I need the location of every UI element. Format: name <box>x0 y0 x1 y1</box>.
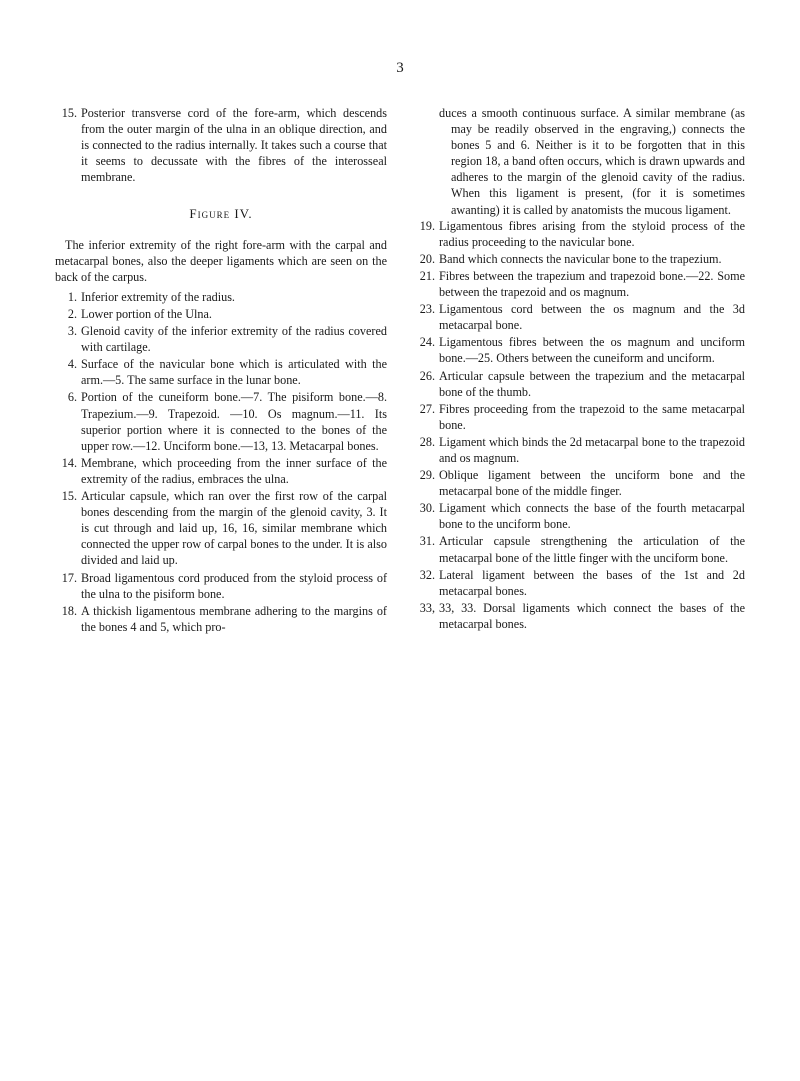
page-number: 3 <box>55 60 745 77</box>
list-item: 20. Band which connects the navicular bo… <box>413 251 745 267</box>
list-item: 2. Lower portion of the Ulna. <box>55 306 387 322</box>
list-item: 32. Lateral ligament between the bases o… <box>413 567 745 599</box>
item-number: 26. <box>413 368 439 400</box>
item-text: Portion of the cuneiform bone.—7. The pi… <box>81 389 387 453</box>
item-text: Broad ligamentous cord produced from the… <box>81 570 387 602</box>
item-number: 15. <box>55 488 81 568</box>
item-text: Band which connects the navicular bone t… <box>439 251 745 267</box>
figure-label: Figure IV. <box>189 206 252 221</box>
item-text: Surface of the navicular bone which is a… <box>81 356 387 388</box>
item-number: 21. <box>413 268 439 300</box>
item-text: Posterior transverse cord of the fore-ar… <box>81 105 387 185</box>
item-number: 4. <box>55 356 81 388</box>
list-item: 18. A thickish ligamentous membrane adhe… <box>55 603 387 635</box>
list-item: 26. Articular capsule between the trapez… <box>413 368 745 400</box>
item-text: Articular capsule, which ran over the fi… <box>81 488 387 568</box>
item-text: Articular capsule between the trapezium … <box>439 368 745 400</box>
list-item: 19. Ligamentous fibres arising from the … <box>413 218 745 250</box>
item-number: 15. <box>55 105 81 185</box>
item-number: 23. <box>413 301 439 333</box>
list-item: 3. Glenoid cavity of the inferior extrem… <box>55 323 387 355</box>
page-container: 3 15. Posterior transverse cord of the f… <box>0 0 800 676</box>
list-item: 6. Portion of the cuneiform bone.—7. The… <box>55 389 387 453</box>
intro-paragraph: The inferior extremity of the right fore… <box>55 237 387 285</box>
list-item: 30. Ligament which connects the base of … <box>413 500 745 532</box>
right-column: duces a smooth continuous surface. A sim… <box>413 105 745 636</box>
continuation-text: duces a smooth continuous surface. A sim… <box>413 105 745 218</box>
left-column: 15. Posterior transverse cord of the for… <box>55 105 387 636</box>
item-number: 31. <box>413 533 439 565</box>
item-number: 24. <box>413 334 439 366</box>
item-text: Lower portion of the Ulna. <box>81 306 387 322</box>
item-number: 6. <box>55 389 81 453</box>
list-item: 1. Inferior extremity of the radius. <box>55 289 387 305</box>
item-number: 27. <box>413 401 439 433</box>
item-text: Oblique ligament between the unciform bo… <box>439 467 745 499</box>
item-number: 19. <box>413 218 439 250</box>
item-text: Membrane, which proceeding from the inne… <box>81 455 387 487</box>
item-text: Fibres between the trapezium and trapezo… <box>439 268 745 300</box>
item-number: 3. <box>55 323 81 355</box>
item-number: 1. <box>55 289 81 305</box>
item-text: Ligamentous fibres between the os magnum… <box>439 334 745 366</box>
item-number: 29. <box>413 467 439 499</box>
item-text: Ligamentous cord between the os magnum a… <box>439 301 745 333</box>
list-item: 15. Posterior transverse cord of the for… <box>55 105 387 185</box>
list-item: 15. Articular capsule, which ran over th… <box>55 488 387 568</box>
figure-heading: Figure IV. <box>55 205 387 222</box>
list-item: 17. Broad ligamentous cord produced from… <box>55 570 387 602</box>
item-number: 14. <box>55 455 81 487</box>
item-text: Inferior extremity of the radius. <box>81 289 387 305</box>
item-text: Lateral ligament between the bases of th… <box>439 567 745 599</box>
list-item: 28. Ligament which binds the 2d metacarp… <box>413 434 745 466</box>
item-number: 18. <box>55 603 81 635</box>
list-item: 14. Membrane, which proceeding from the … <box>55 455 387 487</box>
list-item: 21. Fibres between the trapezium and tra… <box>413 268 745 300</box>
item-number: 30. <box>413 500 439 532</box>
list-item: 33, 33, 33. Dorsal ligaments which conne… <box>413 600 745 632</box>
item-text: Ligament which connects the base of the … <box>439 500 745 532</box>
item-text: Articular capsule strengthening the arti… <box>439 533 745 565</box>
item-text: A thickish ligamentous membrane adhering… <box>81 603 387 635</box>
list-item: 27. Fibres proceeding from the trapezoid… <box>413 401 745 433</box>
item-number: 20. <box>413 251 439 267</box>
list-item: 4. Surface of the navicular bone which i… <box>55 356 387 388</box>
item-number: 33, <box>413 600 439 632</box>
item-number: 28. <box>413 434 439 466</box>
item-number: 32. <box>413 567 439 599</box>
item-number: 17. <box>55 570 81 602</box>
item-text: Glenoid cavity of the inferior extremity… <box>81 323 387 355</box>
list-item: 31. Articular capsule strengthening the … <box>413 533 745 565</box>
item-number: 2. <box>55 306 81 322</box>
item-text: Ligamentous fibres arising from the styl… <box>439 218 745 250</box>
item-text: 33, 33. Dorsal ligaments which connect t… <box>439 600 745 632</box>
two-column-layout: 15. Posterior transverse cord of the for… <box>55 105 745 636</box>
list-item: 24. Ligamentous fibres between the os ma… <box>413 334 745 366</box>
list-item: 29. Oblique ligament between the uncifor… <box>413 467 745 499</box>
item-text: Fibres proceeding from the trapezoid to … <box>439 401 745 433</box>
list-item: 23. Ligamentous cord between the os magn… <box>413 301 745 333</box>
item-text: Ligament which binds the 2d metacarpal b… <box>439 434 745 466</box>
